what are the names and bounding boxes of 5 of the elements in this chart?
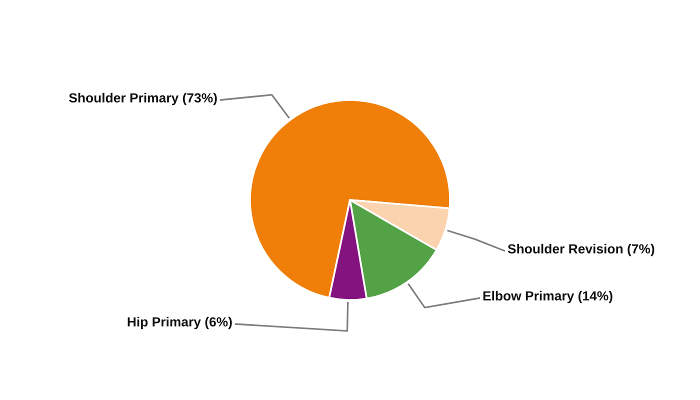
slice-label: Elbow Primary (14%) — [483, 290, 612, 304]
slice-label: Hip Primary (6%) — [128, 316, 232, 330]
slice-label: Shoulder Primary (73%) — [69, 92, 217, 106]
pie-slice — [249, 99, 451, 299]
slice-label: Shoulder Revision (7%) — [508, 244, 654, 256]
